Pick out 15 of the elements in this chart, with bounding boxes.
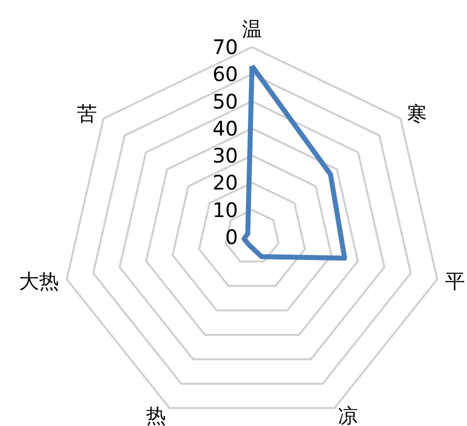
spoke-label: 温	[242, 17, 262, 41]
y-tick-label: 70	[212, 35, 238, 59]
y-tick-label: 0	[225, 225, 238, 249]
spoke-label: 寒	[406, 102, 427, 126]
spoke-label: 大热	[18, 269, 59, 294]
spoke-label: 平	[445, 269, 466, 294]
spoke-label: 热	[146, 403, 166, 426]
y-tick-label: 40	[212, 116, 238, 140]
spoke-label: 苦	[77, 102, 98, 126]
y-tick-label: 30	[212, 144, 238, 168]
y-tick-label: 50	[212, 89, 238, 114]
spoke-label: 凉	[338, 403, 358, 426]
y-tick-label: 20	[212, 170, 238, 195]
y-tick-label: 10	[212, 198, 238, 222]
y-tick-label: 60	[212, 62, 238, 86]
